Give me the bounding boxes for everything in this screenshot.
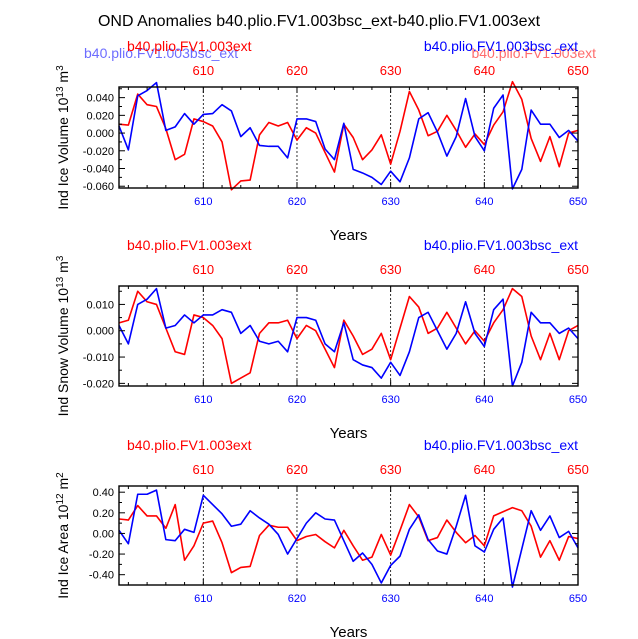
y-axis-label-text: Ind Snow Volume 10: [55, 288, 71, 417]
x-tick-label-bottom: 640: [475, 593, 493, 605]
x-tick-label-bottom: 620: [288, 593, 306, 605]
x-tick-label-top: 630: [380, 262, 402, 277]
y-tick-label: -0.40: [89, 570, 114, 582]
x-tick-label-bottom: 640: [475, 394, 493, 406]
series-line-blue: [118, 287, 579, 387]
overlapping-label-red: b40.plio.FV1.003ext: [471, 45, 596, 61]
x-tick-label-top: 620: [286, 63, 308, 78]
y-tick-label: 0.000: [86, 326, 114, 338]
x-tick-label-bottom: 650: [569, 196, 587, 208]
x-tick-label-bottom: 610: [194, 196, 212, 208]
series-line-blue: [118, 489, 579, 588]
y-axis-label-superscript: 13: [55, 276, 66, 288]
y-tick-label: 0.040: [86, 93, 114, 105]
x-tick-label-top: 650: [567, 262, 589, 277]
y-tick-label: 0.000: [86, 128, 114, 140]
left-series-label: b40.plio.FV1.003ext: [127, 38, 252, 54]
x-tick-label-top: 640: [473, 462, 495, 477]
x-tick-label-bottom: 610: [194, 593, 212, 605]
y-tick-label: 0.40: [93, 487, 114, 499]
x-tick-label-top: 610: [192, 63, 214, 78]
x-axis-label: Years: [330, 425, 368, 442]
series-line-red: [118, 80, 579, 191]
x-tick-label-bottom: 640: [475, 196, 493, 208]
x-tick-label-top: 650: [567, 63, 589, 78]
x-tick-label-top: 640: [473, 262, 495, 277]
y-tick-label: 0.020: [86, 110, 114, 122]
y-axis-label: Ind Snow Volume 1013 m3: [55, 255, 72, 416]
y-axis-label-superscript: 3: [55, 255, 66, 261]
series-line-red: [118, 503, 579, 574]
y-tick-label: 0.010: [86, 299, 114, 311]
x-tick-label-bottom: 620: [288, 196, 306, 208]
y-axis-label-superscript: 13: [55, 86, 66, 98]
x-tick-label-bottom: 620: [288, 394, 306, 406]
y-axis-label: Ind Ice Area 1012 m2: [55, 472, 72, 599]
series-line-blue: [118, 81, 579, 190]
plot-frame: [118, 86, 579, 189]
x-tick-label-top: 620: [286, 462, 308, 477]
y-axis-label-superscript: 12: [55, 493, 66, 505]
x-axis-label: Years: [330, 227, 368, 244]
x-tick-label-top: 640: [473, 63, 495, 78]
x-tick-label-top: 630: [380, 63, 402, 78]
x-tick-label-bottom: 650: [569, 593, 587, 605]
x-tick-label-top: 620: [286, 262, 308, 277]
series-line-red: [118, 287, 579, 385]
x-tick-label-bottom: 610: [194, 394, 212, 406]
y-tick-label: 0.20: [93, 508, 114, 520]
y-axis-label-text: m: [55, 71, 71, 87]
y-tick-label: -0.040: [83, 164, 114, 176]
y-tick-label: 0.00: [93, 528, 114, 540]
x-tick-label-top: 610: [192, 462, 214, 477]
plot-frame: [118, 285, 579, 387]
y-tick-label: -0.20: [89, 549, 114, 561]
x-tick-label-top: 630: [380, 462, 402, 477]
x-tick-label-bottom: 630: [381, 394, 399, 406]
overlapping-label-blue: b40.plio.FV1.003bsc_ext: [84, 45, 238, 61]
y-tick-label: -0.020: [83, 146, 114, 158]
x-tick-label-top: 650: [567, 462, 589, 477]
plot-frame: [118, 485, 579, 586]
ice-volume-panel: 0.040 0.020 0.000 -0.020 -0.040 -0.060 610 620 6…: [55, 38, 589, 244]
x-tick-label-bottom: 630: [381, 196, 399, 208]
y-tick-label: -0.060: [83, 181, 114, 193]
y-axis-label-text: m: [55, 478, 71, 494]
y-axis-label-text: Ind Ice Volume 10: [55, 97, 71, 209]
x-tick-label-bottom: 630: [381, 593, 399, 605]
right-series-label: b40.plio.FV1.003bsc_ext: [424, 38, 578, 54]
y-axis-label-superscript: 2: [55, 472, 66, 478]
figure-title: OND Anomalies b40.plio.FV1.003bsc_ext-b4…: [98, 13, 541, 30]
ice-area-panel: 0.40 0.20 0.00 -0.20 -0.40 610 620 630 640 650 610…: [55, 437, 589, 639]
y-axis-label-text: Ind Ice Area 10: [55, 504, 71, 598]
snow-volume-panel: 0.010 0.000 -0.010 -0.020 610 620 630 640 650 610…: [55, 237, 589, 442]
y-axis-label: Ind Ice Volume 1013 m3: [55, 65, 72, 210]
left-series-label: b40.plio.FV1.003ext: [127, 237, 252, 253]
y-tick-label: -0.020: [83, 378, 114, 390]
y-tick-label: -0.010: [83, 352, 114, 364]
right-series-label: b40.plio.FV1.003bsc_ext: [424, 437, 578, 453]
y-axis-label-superscript: 3: [55, 65, 66, 71]
x-axis-label: Years: [330, 624, 368, 639]
x-tick-label-bottom: 650: [569, 394, 587, 406]
x-tick-label-top: 610: [192, 262, 214, 277]
right-series-label: b40.plio.FV1.003bsc_ext: [424, 237, 578, 253]
y-axis-label-text: m: [55, 261, 71, 277]
left-series-label: b40.plio.FV1.003ext: [127, 437, 252, 453]
